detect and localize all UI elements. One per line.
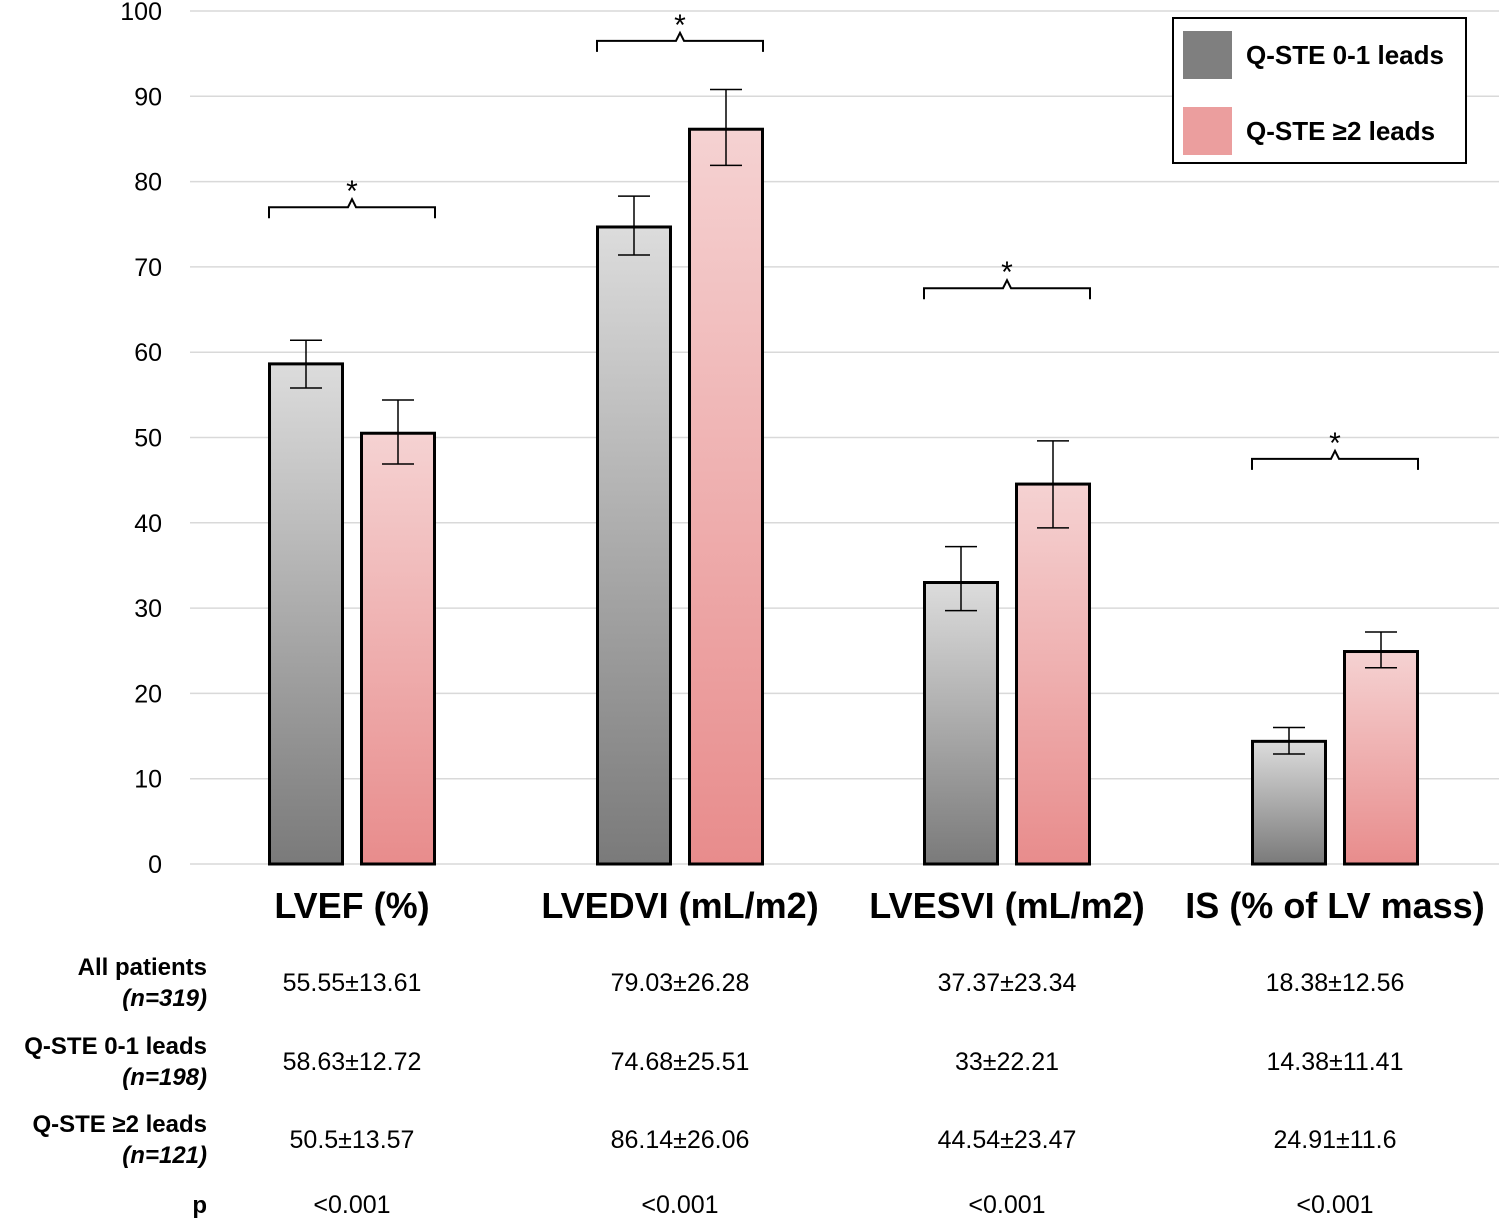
error-bar xyxy=(945,545,977,612)
y-tick-label: 30 xyxy=(134,595,162,623)
bar-q-ste-2plus-2 xyxy=(1015,482,1091,866)
significance-star: * xyxy=(1329,427,1341,460)
y-tick-label: 20 xyxy=(134,680,162,708)
legend-label: Q-STE ≥2 leads xyxy=(1246,116,1435,146)
table-cell: 86.14±26.06 xyxy=(611,1126,750,1154)
table-row: Q-STE ≥2 leads (n=121) 50.5±13.57 86.14±26.… xyxy=(32,1111,1396,1169)
y-tick-label: 80 xyxy=(134,169,162,197)
significance-brackets: * * * * xyxy=(268,9,1419,470)
bar-q-ste-2plus-3 xyxy=(1343,650,1419,866)
error-bar xyxy=(1037,440,1069,529)
error-bar xyxy=(290,339,322,389)
row-sublabel: (n=319) xyxy=(122,985,207,1012)
legend-swatch xyxy=(1183,107,1232,155)
significance-bracket xyxy=(1251,448,1419,470)
table-cell: 44.54±23.47 xyxy=(938,1126,1077,1154)
bar-q-ste-0-1-2 xyxy=(923,581,999,866)
bar-q-ste-0-1-1 xyxy=(596,225,672,866)
y-tick-label: 90 xyxy=(134,83,162,111)
table-row: Q-STE 0-1 leads (n=198) 58.63±12.72 74.68±2… xyxy=(24,1033,1403,1091)
bar-q-ste-0-1-3 xyxy=(1251,739,1327,866)
row-label: Q-STE ≥2 leads xyxy=(32,1111,207,1138)
table-cell: <0.001 xyxy=(641,1191,718,1219)
table-cell: 18.38±12.56 xyxy=(1266,969,1405,997)
row-label: Q-STE 0-1 leads xyxy=(24,1033,207,1060)
error-bar xyxy=(382,399,414,465)
row-label: All patients xyxy=(78,954,207,981)
table-row: p <0.001 <0.001 <0.001 <0.001 xyxy=(192,1191,1373,1219)
significance-star: * xyxy=(346,175,358,208)
y-tick-label: 0 xyxy=(148,851,162,879)
y-tick-label: 40 xyxy=(134,510,162,538)
bars xyxy=(268,127,1419,866)
error-bar xyxy=(1273,726,1305,755)
table-cell: 79.03±26.28 xyxy=(611,969,750,997)
row-label: p xyxy=(192,1192,207,1219)
significance-star: * xyxy=(1001,256,1013,289)
row-sublabel: (n=121) xyxy=(122,1142,207,1169)
table-cell: 33±22.21 xyxy=(955,1048,1059,1076)
legend-swatch xyxy=(1183,31,1232,79)
y-tick-label: 60 xyxy=(134,339,162,367)
error-bar xyxy=(710,88,742,167)
category-labels: LVEF (%) LVEDVI (mL/m2) LVESVI (mL/m2) IS (… xyxy=(274,885,1484,926)
y-axis: 0 10 20 30 40 50 60 70 80 90 100 xyxy=(120,0,162,879)
table-cell: 37.37±23.34 xyxy=(938,969,1077,997)
y-tick-label: 70 xyxy=(134,254,162,282)
table-cell: 50.5±13.57 xyxy=(290,1126,415,1154)
significance-bracket xyxy=(596,30,764,52)
significance-bracket xyxy=(268,196,436,219)
bar-q-ste-2plus-1 xyxy=(688,127,764,866)
legend: Q-STE 0-1 leads Q-STE ≥2 leads xyxy=(1172,17,1467,164)
category-label: LVEDVI (mL/m2) xyxy=(541,885,818,926)
table-cell: 55.55±13.61 xyxy=(283,969,422,997)
table-cell: 14.38±11.41 xyxy=(1267,1048,1404,1076)
summary-table: All patients (n=319) 55.55±13.61 79.03±26.2… xyxy=(24,954,1404,1219)
category-label: LVESVI (mL/m2) xyxy=(869,885,1144,926)
table-cell: <0.001 xyxy=(313,1191,390,1219)
y-tick-label: 50 xyxy=(134,425,162,453)
table-cell: 58.63±12.72 xyxy=(283,1048,422,1076)
table-cell: 74.68±25.51 xyxy=(611,1048,750,1076)
significance-star: * xyxy=(674,9,686,42)
legend-label: Q-STE 0-1 leads xyxy=(1246,40,1444,70)
table-cell: 24.91±11.6 xyxy=(1273,1126,1396,1154)
table-cell: <0.001 xyxy=(968,1191,1045,1219)
error-bars xyxy=(290,88,1397,755)
category-label: IS (% of LV mass) xyxy=(1185,885,1484,926)
category-label: LVEF (%) xyxy=(274,885,429,926)
error-bar xyxy=(1365,631,1397,669)
error-bar xyxy=(618,195,650,256)
bar-q-ste-0-1-0 xyxy=(268,362,344,866)
significance-bracket xyxy=(923,277,1091,300)
table-row: All patients (n=319) 55.55±13.61 79.03±26.2… xyxy=(78,954,1405,1012)
y-tick-label: 10 xyxy=(134,766,162,794)
table-cell: <0.001 xyxy=(1296,1191,1373,1219)
row-sublabel: (n=198) xyxy=(122,1064,207,1091)
y-tick-label: 100 xyxy=(120,0,162,26)
bar-q-ste-2plus-0 xyxy=(360,431,436,866)
